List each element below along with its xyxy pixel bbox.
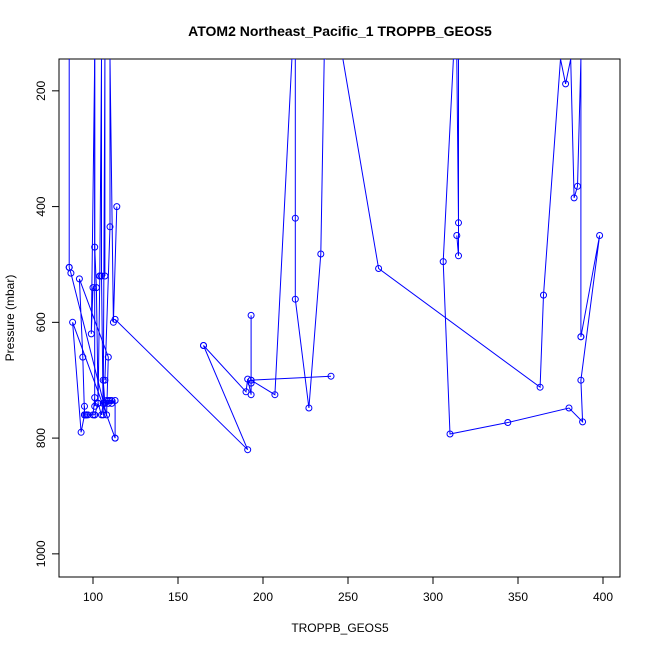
x-tick-label: 100 [83, 590, 103, 604]
data-point [200, 342, 207, 349]
data-point [562, 80, 570, 88]
x-tick-label: 250 [338, 590, 358, 604]
series-line [114, 319, 249, 451]
y-tick-label: 200 [34, 81, 48, 101]
y-axis-label: Pressure (mbar) [3, 275, 17, 362]
data-point [455, 252, 462, 260]
data-point [439, 258, 447, 266]
data-point [69, 318, 77, 326]
x-axis-label: TROPPB_GEOS5 [291, 621, 389, 635]
data-point [111, 315, 119, 323]
data-point [67, 269, 75, 277]
x-tick-label: 400 [593, 590, 613, 604]
data-point [247, 311, 255, 319]
data-point [89, 411, 97, 419]
data-point [536, 383, 544, 391]
data-point [103, 411, 111, 419]
data-point [81, 402, 88, 410]
data-point [247, 376, 255, 384]
x-tick-label: 150 [168, 590, 188, 604]
data-point [111, 434, 119, 442]
data-point [504, 419, 512, 426]
y-tick-label: 1000 [34, 540, 48, 567]
data-point [106, 223, 114, 231]
data-point [271, 391, 279, 399]
data-point [84, 411, 92, 419]
data-point [244, 375, 252, 383]
data-point [91, 243, 99, 251]
data-point [327, 372, 335, 380]
data-point [101, 272, 109, 280]
y-tick-label: 800 [34, 428, 48, 448]
data-point [244, 446, 252, 454]
y-tick-label: 400 [34, 196, 48, 216]
data-point [98, 272, 105, 280]
data-layer [65, 59, 604, 454]
data-point [577, 333, 585, 341]
data-point [305, 404, 313, 412]
data-point [108, 397, 116, 404]
series-line [104, 59, 118, 381]
data-point [101, 376, 109, 384]
data-point [291, 295, 299, 303]
series-line [342, 59, 582, 389]
x-axis: 100 150 200 250 300 350 400 [83, 577, 613, 604]
plot-frame [58, 58, 621, 578]
data-point [92, 284, 100, 292]
series-line [250, 59, 326, 409]
data-point [574, 182, 581, 190]
data-point [579, 418, 587, 426]
data-point [577, 376, 585, 384]
series-line [442, 59, 601, 435]
data-point [89, 284, 97, 292]
data-point [91, 394, 99, 402]
x-tick-label: 200 [253, 590, 273, 604]
chart-title: ATOM2 Northeast_Pacific_1 TROPPB_GEOS5 [188, 23, 492, 39]
x-tick-label: 350 [508, 590, 528, 604]
data-point [596, 232, 604, 239]
data-point [247, 391, 255, 399]
y-axis: 200 400 600 800 1000 [34, 81, 59, 567]
data-point [99, 411, 107, 419]
data-point [87, 330, 95, 338]
data-point [104, 353, 112, 361]
data-point [291, 214, 299, 222]
y-tick-label: 600 [34, 312, 48, 332]
data-point [91, 402, 99, 410]
data-point [113, 203, 121, 211]
data-point [81, 411, 88, 419]
series-line [94, 59, 106, 415]
data-point [570, 194, 578, 202]
data-point [455, 219, 462, 227]
data-point [540, 291, 547, 299]
data-point [111, 397, 119, 404]
data-point [446, 430, 454, 438]
data-point [453, 232, 461, 239]
data-point [242, 388, 250, 396]
data-point [77, 428, 85, 436]
data-point [375, 265, 383, 272]
data-point [317, 250, 325, 258]
data-point [79, 353, 87, 361]
data-point [247, 379, 255, 387]
data-point [75, 275, 83, 283]
data-point [565, 404, 573, 412]
x-tick-label: 300 [423, 590, 443, 604]
